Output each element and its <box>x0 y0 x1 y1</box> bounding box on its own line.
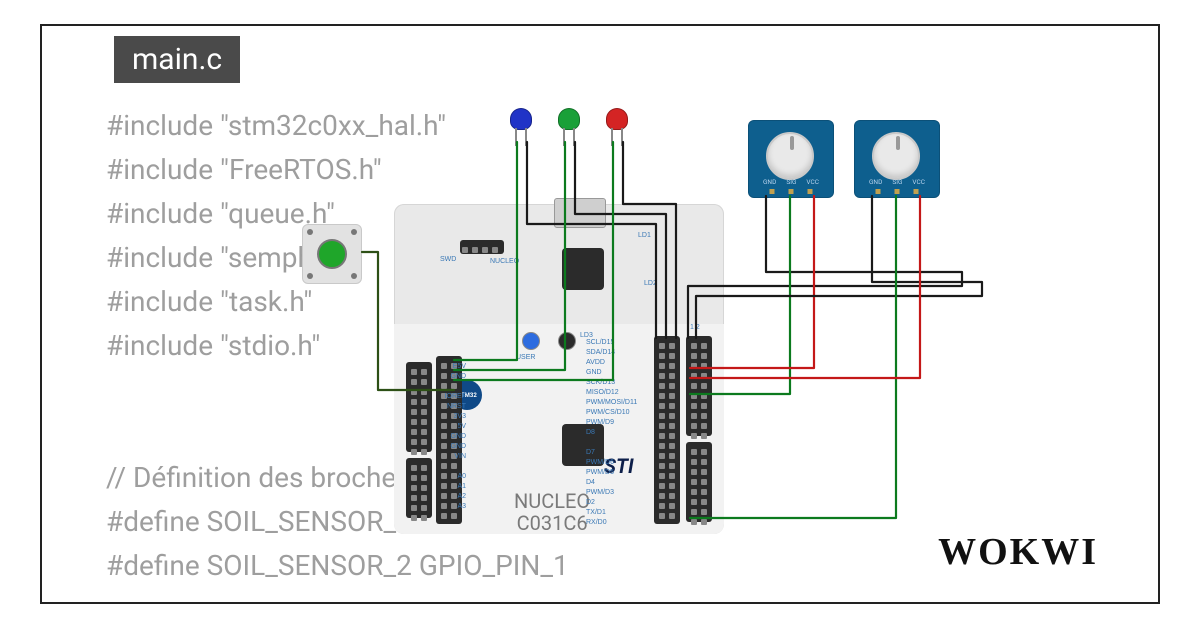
potentiometer-1[interactable]: GNDSIGVCC <box>748 120 834 198</box>
pin-label-left: E5V <box>453 362 466 372</box>
nucleo-board: STM32 STI NUCLEO C031C6 SWD NUCLEO LD1 L… <box>394 204 724 534</box>
pin-label-right: PWM/D6 <box>586 458 614 468</box>
file-tab-label: main.c <box>132 42 222 77</box>
pushbutton-module[interactable] <box>302 224 362 284</box>
led-blue <box>510 108 532 148</box>
reset-button[interactable] <box>558 332 576 350</box>
pin-label-left: A2 <box>457 492 466 502</box>
pin-label-right: TX/D1 <box>586 508 606 518</box>
led-red <box>606 108 628 148</box>
pot-knob[interactable] <box>766 132 814 180</box>
user-button[interactable] <box>522 332 540 350</box>
header-left-2 <box>406 458 432 518</box>
board-model: C031C6 <box>514 512 590 534</box>
potentiometer-2[interactable]: GNDSIGVCC <box>854 120 940 198</box>
silk-user: USER <box>516 354 535 361</box>
header-right-1 <box>686 336 712 436</box>
pin-label-right: PWM/CS/D10 <box>586 408 630 418</box>
wire <box>696 196 982 338</box>
silk-12: 1 2 <box>690 324 700 331</box>
file-tab[interactable]: main.c <box>114 36 240 83</box>
pin-label-right: D8 <box>586 428 595 438</box>
silk-ld2: LD2 <box>644 280 657 287</box>
pushbutton-cap <box>317 239 347 269</box>
led-green <box>558 108 580 148</box>
pin-label-right: PWM/D3 <box>586 488 614 498</box>
board-name: NUCLEO <box>514 490 590 512</box>
preview-card: main.c #include "stm32c0xx_hal.h" #inclu… <box>40 24 1160 604</box>
pin-label-right: SCK/D13 <box>586 378 615 388</box>
pin-label-right: RX/D0 <box>586 518 607 528</box>
pin-label-right: AVDD <box>586 358 605 368</box>
pin-label-left: GND <box>450 442 466 452</box>
pin-label-right: PWM/MOSI/D11 <box>586 398 637 408</box>
silk-nucleo: NUCLEO <box>490 258 519 265</box>
header-left-1 <box>406 362 432 452</box>
silk-ld1: LD1 <box>638 232 651 239</box>
pin-label-left: A0 <box>457 472 466 482</box>
wire <box>688 196 962 338</box>
header-right-2 <box>686 442 712 522</box>
silk-swd: SWD <box>440 256 456 263</box>
pin-label-left: IOREF <box>445 392 466 402</box>
pin-label-left: VIN <box>454 452 466 462</box>
pin-label-right: D4 <box>586 478 595 488</box>
header-inner-right <box>654 336 680 524</box>
mcu-chip-top <box>562 248 604 290</box>
pin-label-right: SDA/D14 <box>586 348 615 358</box>
pin-label-left: GND <box>450 372 466 382</box>
pin-label-left: GND <box>450 432 466 442</box>
pin-label-right: D2 <box>586 498 595 508</box>
wokwi-logo: WOKWI <box>938 530 1098 574</box>
pin-label-right: PWM/D5 <box>586 468 614 478</box>
pin-label-right: MISO/D12 <box>586 388 619 398</box>
pot-knob[interactable] <box>872 132 920 180</box>
header-top <box>460 240 504 254</box>
board-title: NUCLEO C031C6 <box>514 490 590 534</box>
pin-label-right: PWM/D9 <box>586 418 614 428</box>
pin-label-left: A1 <box>457 482 466 492</box>
pin-label-left: 5V <box>457 422 466 432</box>
wire <box>690 196 920 378</box>
pin-label-right: SCL/D15 <box>586 338 614 348</box>
usb-connector <box>554 198 606 228</box>
circuit-diagram: STM32 STI NUCLEO C031C6 SWD NUCLEO LD1 L… <box>294 104 1014 544</box>
pin-label-left: A3 <box>457 502 466 512</box>
pin-label-left: NRST <box>447 402 466 412</box>
pin-label-right: GND <box>586 368 602 378</box>
pin-label-right: D7 <box>586 448 595 458</box>
pin-label-left: 3V3 <box>454 412 466 422</box>
